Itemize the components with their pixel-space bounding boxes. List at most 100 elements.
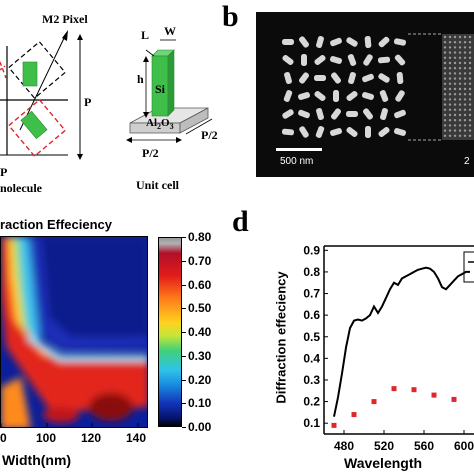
legend-box [463,251,474,283]
dense-dot [468,41,472,44]
heatmap-xtick-140: 140 [126,431,147,445]
colorbar-tick [182,427,186,428]
y-tick-label: 0.2 [303,395,320,409]
colorbar-tick-label: 0.50 [188,301,212,316]
green-nanopillar-top [22,61,38,87]
dense-dot [453,61,457,65]
y-tick-label: 0.4 [303,351,320,365]
dense-dot [463,134,467,137]
dense-dot [453,103,457,106]
dense-dot [463,61,467,65]
scatter-point [351,412,357,418]
colorbar-tick-label: 0.70 [188,253,212,268]
dense-dot [468,103,472,106]
scatter-point [371,399,377,405]
sem-nanopillar [348,71,356,85]
sem-nanopillar [394,109,406,119]
sem-nanopillar-array [281,35,407,138]
diagonal-axis-arrow [19,33,67,131]
p-bottom-label: P [0,165,8,179]
heatmap-xtick-120: 120 [81,431,102,445]
dense-dot [448,35,452,39]
sem-nanopillar [297,92,311,100]
dense-dot [458,129,462,132]
dense-dot [448,93,452,96]
sem-nanopillar [329,56,343,64]
dense-dot [463,41,467,44]
dense-dot [448,41,452,44]
dense-dot [468,46,472,49]
substrate-label: Al2O3 [146,117,174,132]
l-dimension-arrow [145,49,155,57]
colorbar-tick [182,308,186,310]
sem-nanopillar [298,109,310,119]
unit-cell-h-label: h [137,72,144,86]
dense-dot [453,98,457,101]
dense-dot [468,87,472,91]
sem-nanopillar [316,107,324,121]
dense-dot [463,72,467,75]
sem-nanopillar [283,90,293,102]
dense-dot [453,46,457,49]
dense-dot [458,108,462,112]
dense-dot [468,51,472,54]
y-tick-label: 0.5 [303,330,320,344]
dense-dot [463,98,467,101]
dense-dot [463,124,467,127]
black-dashed-cell [7,40,67,100]
dense-dot [458,124,462,127]
sem-nanopillar [395,90,405,102]
sem-nanopillar [377,56,391,64]
dense-dot [443,77,447,80]
dense-dot [448,113,452,117]
dense-dot [463,56,467,59]
dense-dot [443,119,447,122]
colorbar-tick-label: 0.60 [188,277,212,292]
line-chart: 0.1 0.2 0.3 0.4 0.5 0.6 0.7 0.8 0.9 480 520 560 600 W… [303,243,474,471]
dense-dot [468,93,472,96]
substrate-side [179,107,209,134]
dense-dot [453,72,457,75]
colorbar-tick-label: 0.40 [188,325,212,339]
sem-nanopillar [330,72,342,84]
dense-dot [448,103,452,106]
dense-dot [453,77,457,80]
dense-dot [448,61,452,65]
dense-dot [463,87,467,91]
sem-nanopillar [378,36,390,48]
panel-a: M2 Pixel P P nolecule L W h Si Al2O3 P/2… [0,0,240,205]
dense-dot [468,56,472,59]
dense-dot [463,113,467,117]
dense-dot [458,51,462,54]
dense-dot [463,46,467,49]
m2-pixel-label: M2 Pixel [42,12,88,26]
sem-nanopillar [364,35,372,49]
colorbar-tick [182,237,186,238]
dense-dot [458,67,462,70]
dense-dot [453,129,457,132]
sem-nanopillar [314,75,326,81]
colorbar-tick-label: 0.20 [188,372,212,387]
scale-bar-label: 500 nm [280,156,314,167]
dense-dot [468,98,472,101]
sem-nanopillar [316,35,324,49]
dense-dot [463,129,467,132]
dense-dot [443,35,447,39]
dense-dot [448,72,452,75]
x-tick-label: 560 [414,439,434,453]
colorbar-tick-label: 0.80 [188,230,212,244]
dense-dot [453,67,457,70]
colorbar-tick-label: 0.00 [188,420,212,434]
sem-nanopillar [380,107,388,121]
x-tick-label: 480 [334,439,354,453]
colorbar-tick [182,379,186,381]
sem-nanopillar [361,92,375,100]
scatter-point [451,396,457,402]
dense-dot [453,35,457,39]
green-nanopillar-bottom [20,110,48,140]
molecule-label: nolecule [0,181,42,195]
x-tick-label: 600 [454,439,474,453]
dense-array-region [442,34,474,140]
dense-dot [453,82,457,86]
p-half-right-label: P/2 [201,128,218,142]
